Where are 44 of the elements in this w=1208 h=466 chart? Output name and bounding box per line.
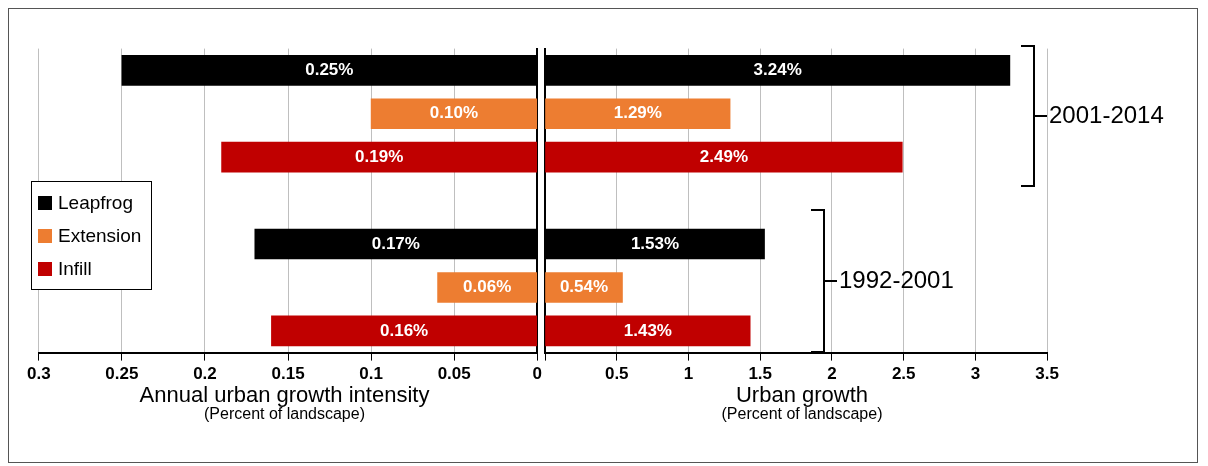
data-label: 2.49%	[699, 146, 748, 166]
bar	[370, 98, 538, 130]
data-label: 1.29%	[613, 103, 662, 123]
data-label: 3.24%	[753, 60, 802, 79]
text: 2001-2014	[1049, 101, 1164, 129]
x-tick-label: 0	[532, 364, 543, 384]
data-label: 0.25%	[305, 60, 354, 79]
bar	[545, 141, 903, 173]
x-tick-label: 1.5	[748, 364, 773, 384]
bar	[271, 315, 538, 347]
x-tick-label: 0.25	[105, 364, 139, 384]
data-label: 0.17%	[371, 233, 420, 253]
bar	[221, 141, 538, 173]
bar	[545, 228, 765, 260]
x-tick-label: 0.3	[27, 364, 51, 384]
x-tick-label: 0.2	[193, 364, 217, 384]
x-tick-label: 0.5	[604, 364, 629, 384]
data-label: 0.16%	[380, 320, 429, 340]
frame: 0.3 0.25 0.2 0.15 0.1 0.05 0 0.25% 0.17% 0.10% 0.06% 0.19% 0.16% Annual urban growth intensity (Percent of landscape) Leapfrog Extension Infill 0.5 1 1.5 2 2.5 3 3.5 3.24% 1.53% 1.29% 0.54% 2.49% 1.43% Urban growth (Percent of landscape) 2001-2014 1992-2001	[8, 8, 1198, 463]
x-tick-label: 0.1	[359, 364, 383, 384]
legend-label: Leapfrog	[58, 191, 134, 214]
x-tick-label: 0.05	[437, 364, 471, 384]
x-tick-label: 1	[683, 364, 694, 384]
legend-label: Extension	[58, 224, 142, 247]
data-label: 0.54%	[559, 277, 609, 297]
bar	[545, 98, 731, 130]
x-tick-label: 3	[970, 364, 981, 384]
x-axis-title: Urban growth (Percent of landscape)	[720, 382, 884, 423]
data-label: 1.43%	[623, 320, 672, 340]
x-axis-title: Annual urban growth intensity (Percent of landscape)	[138, 382, 431, 423]
x-tick-label: 0.15	[271, 364, 305, 384]
bar	[254, 228, 538, 260]
data-label: 0.06%	[463, 277, 512, 297]
annotation: 1992-2001	[839, 266, 954, 294]
bar	[545, 315, 751, 347]
data-label: 1.53%	[630, 233, 680, 253]
x-tick-label: 2.5	[891, 364, 916, 384]
x-tick-label: 3.5	[1035, 364, 1059, 384]
data-label: 0.19%	[355, 146, 404, 166]
x-tick-label: 2	[827, 364, 837, 384]
bar	[121, 54, 538, 86]
data-label: 0.10%	[429, 103, 479, 123]
bar	[545, 54, 1011, 86]
legend-label: Infill	[58, 257, 92, 280]
